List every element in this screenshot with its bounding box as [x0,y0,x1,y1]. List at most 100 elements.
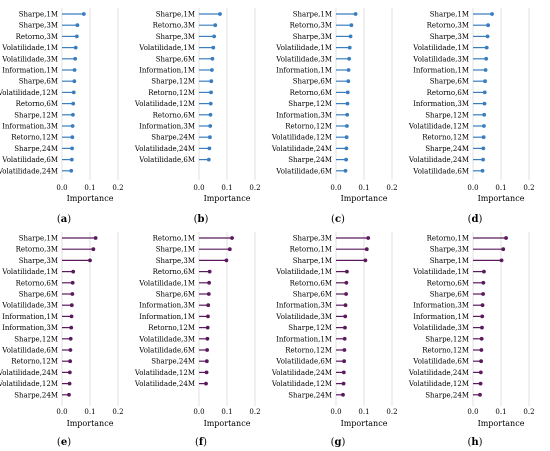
lollipop-point [209,68,214,72]
y-tick-label: Information,1M [139,313,195,321]
x-axis-title: Importance [341,194,388,203]
y-tick-label: Volatilidade,12M [408,123,469,131]
x-tick-label: 0.2 [386,408,397,416]
y-tick-label: Sharpe,6M [430,291,469,299]
x-tick-label: 0.0 [193,408,204,416]
lollipop-point [70,135,75,140]
lollipop-point [207,280,211,285]
lollipop-point [343,314,348,319]
lollipop-point [483,68,488,72]
lollipop-point [230,236,234,240]
y-tick-label: Sharpe,3M [430,33,469,41]
y-tick-label: Information,3M [139,123,195,131]
lollipop-point [69,157,74,162]
y-tick-label: Volatilidade,1M [138,44,195,52]
y-tick-label: Retorno,1M [427,235,469,243]
lollipop-point [348,34,353,39]
x-tick-label: 0.0 [56,184,67,192]
y-tick-label: Information,1M [2,67,58,75]
panel-c: 0.0 0.1 0.2 Importance (c) Sharpe,1M Retorno,3… [271,8,398,225]
x-tick-label: 0.2 [523,184,534,192]
lollipop-point [481,280,486,285]
y-tick-label: Sharpe,12M [288,100,332,108]
y-tick-label: Sharpe,24M [151,358,195,366]
y-tick-label: Volatilidade,12M [271,134,332,142]
lollipop-point [341,370,346,375]
y-tick-label: Sharpe,24M [288,391,332,399]
lollipop-point [481,135,486,140]
lollipop-point [208,101,213,106]
panel-label: (f) [195,437,207,448]
x-tick-label: 0.1 [358,184,369,192]
lollipop-point [345,124,349,128]
x-tick-label: 0.0 [193,184,204,192]
y-tick-label: Retorno,6M [153,268,195,276]
lollipop-point [91,247,96,252]
x-axis-title: Importance [478,194,525,203]
y-tick-label: Information,3M [139,302,195,310]
lollipop-point [344,292,348,296]
y-tick-label: Sharpe,24M [14,145,58,153]
y-tick-label: Information,3M [276,111,332,119]
y-tick-label: Information,1M [413,67,469,75]
y-tick-label: Sharpe,24M [288,156,332,164]
y-tick-label: Volatilidade,6M [1,347,58,355]
lollipop-point [207,269,212,274]
lollipop-point [364,247,369,252]
y-tick-label: Sharpe,1M [19,11,58,19]
lollipop-point [479,359,484,364]
lollipop-point [345,112,350,117]
panel-e: 0.0 0.1 0.2 Importance (e) Sharpe,1M Retorno,3… [0,232,124,448]
y-tick-label: Volatilidade,6M [1,156,58,164]
lollipop-point [482,124,486,128]
lollipop-point [478,381,483,386]
y-tick-label: Retorno,12M [285,347,332,355]
y-tick-label: Volatilidade,6M [275,167,332,175]
y-tick-label: Retorno,12M [148,89,195,97]
lollipop-point [480,303,485,308]
y-tick-label: Information,3M [2,324,58,332]
y-tick-label: Sharpe,3M [293,235,332,243]
lollipop-point [344,280,349,285]
lollipop-point [342,336,347,341]
lollipop-point [204,359,209,364]
y-tick-label: Sharpe,3M [156,33,195,41]
lollipop-point [479,348,484,352]
y-tick-label: Sharpe,1M [156,246,195,254]
lollipop-point [204,370,209,375]
y-tick-label: Information,1M [413,313,469,321]
x-axis-title: Importance [341,419,388,428]
lollipop-point [482,112,487,117]
lollipop-point [72,68,77,72]
lollipop-point [353,12,358,16]
y-tick-label: Volatilidade,6M [412,167,469,175]
y-tick-label: Retorno,12M [422,347,469,355]
y-tick-label: Retorno,6M [153,111,195,119]
y-tick-label: Sharpe,6M [293,78,332,86]
lollipop-point [209,90,213,95]
lollipop-point [349,23,354,28]
lollipop-point [205,325,210,330]
y-tick-label: Volatilidade,1M [412,268,469,276]
lollipop-point [206,157,211,162]
y-tick-label: Volatilidade,24M [271,145,332,153]
y-tick-label: Sharpe,24M [425,145,469,153]
lollipop-point [206,303,211,308]
x-tick-label: 0.2 [523,408,534,416]
lollipop-point [227,247,232,252]
y-tick-label: Sharpe,1M [19,235,58,243]
lollipop-point [480,325,484,330]
lollipop-point [480,314,485,319]
lollipop-point [484,56,489,61]
lollipop-point [68,348,73,352]
lollipop-point [204,381,208,386]
lollipop-point [71,101,76,106]
y-tick-label: Sharpe,12M [14,111,58,119]
x-tick-label: 0.2 [112,408,123,416]
y-tick-label: Sharpe,1M [430,257,469,265]
y-tick-label: Sharpe,3M [156,257,195,265]
y-tick-label: Volatilidade,24M [0,369,58,377]
lollipop-point [75,23,80,28]
y-tick-label: Sharpe,1M [293,11,332,19]
lollipop-point [69,168,74,173]
